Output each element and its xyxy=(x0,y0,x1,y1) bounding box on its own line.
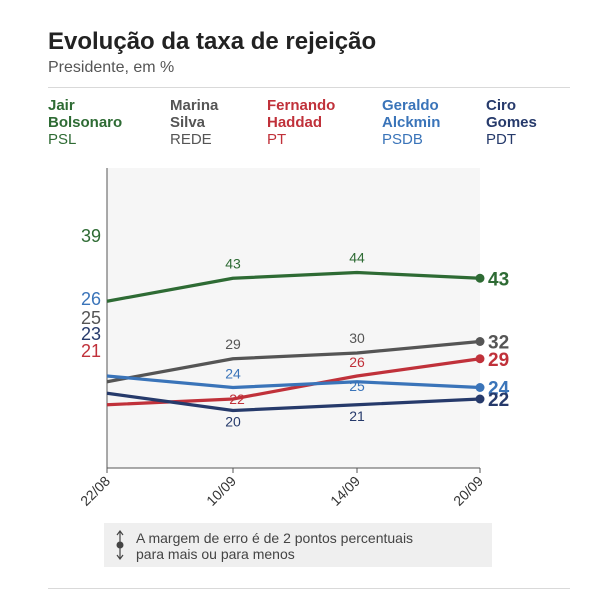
legend-party: PDT xyxy=(486,131,516,148)
note-line-2: para mais ou para menos xyxy=(136,546,295,562)
data-label-end: 29 xyxy=(488,350,509,371)
legend-name: Geraldo Alckmin xyxy=(382,97,441,131)
data-label: 29 xyxy=(225,336,241,352)
legend-name: Fernando Haddad xyxy=(267,97,336,131)
legend-item-alckmin: Geraldo Alckmin PSDB xyxy=(382,97,440,148)
footer-divider xyxy=(48,588,570,589)
note-text: A margem de erro é de 2 pontos percentua… xyxy=(136,530,476,562)
data-label-end: 32 xyxy=(488,333,509,354)
legend-item-ciro: Ciro Gomes PDT xyxy=(486,97,537,148)
legend-party: PSDB xyxy=(382,131,423,148)
note-line-1: A margem de erro é de 2 pontos percentua… xyxy=(136,530,414,546)
legend-name: Marina Silva xyxy=(170,97,219,131)
data-label-end: 22 xyxy=(488,390,509,411)
chart-title: Evolução da taxa de rejeição xyxy=(48,28,377,55)
series-line xyxy=(106,374,481,390)
series-line xyxy=(106,270,481,303)
data-label-start: 39 xyxy=(81,226,101,246)
data-label: 20 xyxy=(225,414,241,430)
data-label-end: 24 xyxy=(488,379,510,400)
legend-item-marina: Marina Silva REDE xyxy=(170,97,218,148)
data-label-start: 23 xyxy=(81,324,101,344)
plot-area xyxy=(107,168,480,468)
header-divider xyxy=(48,87,570,88)
data-label-start: 26 xyxy=(81,289,101,309)
end-marker xyxy=(475,383,485,392)
end-marker xyxy=(475,273,485,283)
data-label-start: 21 xyxy=(81,341,101,361)
data-label: 26 xyxy=(349,354,365,370)
data-label: 30 xyxy=(349,330,365,346)
data-label-start: 25 xyxy=(81,308,101,328)
data-label: 44 xyxy=(349,250,365,266)
series-line xyxy=(106,339,481,384)
legend-name: Ciro Gomes xyxy=(486,97,537,131)
legend-party: REDE xyxy=(170,131,212,148)
data-label: 24 xyxy=(225,366,241,382)
data-label: 21 xyxy=(349,408,365,424)
x-tick-label: 22/08 xyxy=(77,473,113,509)
legend-name: Jair Bolsonaro xyxy=(48,97,123,131)
series-line xyxy=(106,391,481,413)
end-marker xyxy=(475,394,485,404)
x-tick-label: 14/09 xyxy=(327,473,363,509)
legend-item-haddad: Fernando Haddad PT xyxy=(267,97,335,148)
end-marker xyxy=(475,337,485,346)
legend: Jair Bolsonaro PSL Marina Silva REDE Fer… xyxy=(48,97,570,157)
end-marker xyxy=(475,354,485,364)
legend-party: PSL xyxy=(48,131,77,148)
margin-of-error-note: A margem de erro é de 2 pontos percentua… xyxy=(104,523,492,567)
data-label-end: 43 xyxy=(488,269,509,290)
legend-party: PT xyxy=(267,131,287,148)
chart-subtitle: Presidente, em % xyxy=(48,59,175,76)
data-label: 43 xyxy=(225,255,241,271)
legend-item-bolsonaro: Jair Bolsonaro PSL xyxy=(48,97,122,148)
x-tick-label: 10/09 xyxy=(203,473,239,509)
data-label: 25 xyxy=(349,378,365,394)
margin-of-error-icon xyxy=(116,530,124,560)
data-label: 22 xyxy=(229,391,245,407)
x-tick-label: 20/09 xyxy=(450,473,486,509)
